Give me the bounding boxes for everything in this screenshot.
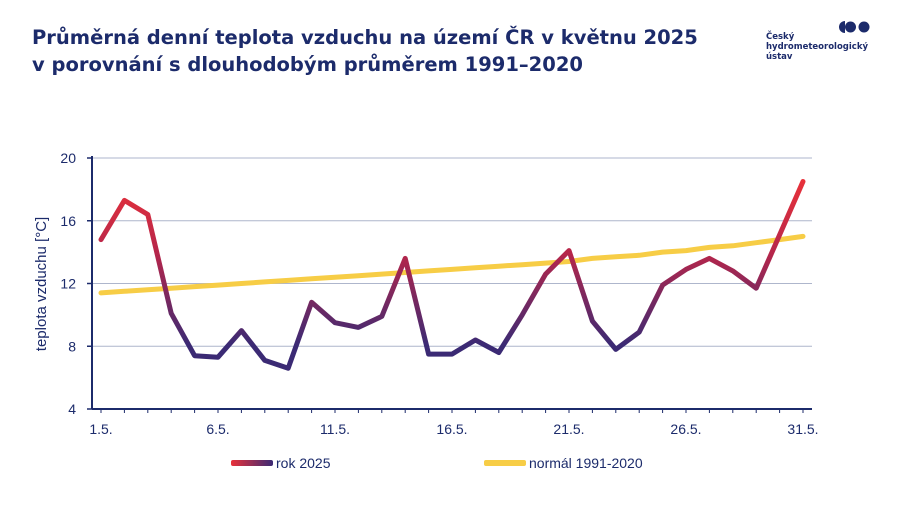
legend-label-normal: normál 1991-2020 (529, 455, 643, 471)
x-tick-label-31: 31.5. (787, 421, 818, 437)
x-tick-label-16: 16.5. (436, 421, 467, 437)
y-tick-labels: 4 8 12 16 20 (60, 150, 76, 417)
chmi-logo-text: Český hydrometeorologický ústav (766, 32, 868, 62)
x-tick-label-1: 1.5. (89, 421, 112, 437)
x-tick-label-11: 11.5. (320, 421, 350, 437)
x-tick-labels: 1.5. 6.5. 11.5. 16.5. 21.5. 26.5. 31.5. (89, 421, 818, 437)
y-tick-label-12: 12 (60, 276, 76, 292)
y-tick-label-20: 20 (60, 150, 76, 166)
series-line-rok-2025 (98, 179, 806, 371)
gridlines (92, 157, 812, 347)
y-axis-label: teplota vzduchu [°C] (33, 217, 50, 351)
chart-title-line-2: v porovnání s dlouhodobým průměrem 1991–… (32, 53, 583, 76)
logo-text-line-2: hydrometeorologický (766, 42, 869, 52)
y-tick-label-4: 4 (68, 401, 76, 417)
y-tick-label-16: 16 (60, 213, 76, 229)
series-line-normal-1991-2020 (98, 233, 806, 296)
legend-label-rok-2025: rok 2025 (276, 455, 331, 471)
chmi-logo-mark (839, 21, 870, 33)
chart-title-line-1: Průměrná denní teplota vzduchu na území … (32, 26, 698, 49)
legend: rok 2025 normál 1991-2020 (231, 455, 643, 471)
x-tick-label-21: 21.5. (553, 421, 584, 437)
legend-swatch-normal (484, 460, 526, 466)
x-tick-label-26: 26.5. (670, 421, 701, 437)
x-tick-label-6: 6.5. (206, 421, 229, 437)
logo-text-line-3: ústav (766, 52, 793, 62)
chart-title: Průměrná denní teplota vzduchu na území … (32, 24, 712, 78)
axes (87, 156, 812, 413)
legend-swatch-rok-2025 (231, 460, 273, 466)
logo-text-line-1: Český (766, 32, 795, 42)
y-tick-label-8: 8 (68, 338, 76, 354)
series-lines (98, 179, 806, 371)
